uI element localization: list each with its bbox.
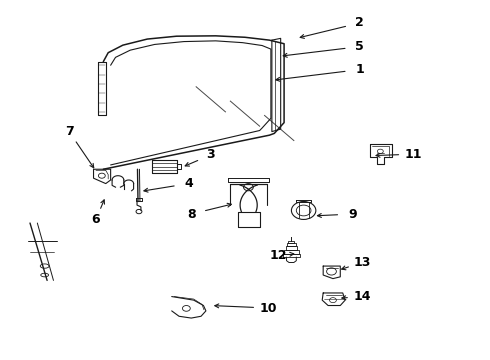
Text: 13: 13: [354, 256, 371, 269]
Text: 8: 8: [187, 208, 196, 221]
Text: 4: 4: [184, 177, 193, 190]
Text: 5: 5: [355, 40, 364, 53]
Text: 7: 7: [65, 125, 74, 138]
Text: 10: 10: [260, 302, 277, 315]
Text: 2: 2: [355, 17, 364, 30]
Text: 12: 12: [270, 249, 287, 262]
Text: 11: 11: [405, 148, 422, 161]
Text: 3: 3: [206, 148, 215, 161]
Text: 6: 6: [92, 213, 100, 226]
Text: 1: 1: [355, 63, 364, 76]
Text: 14: 14: [353, 290, 371, 303]
Text: 9: 9: [348, 208, 357, 221]
